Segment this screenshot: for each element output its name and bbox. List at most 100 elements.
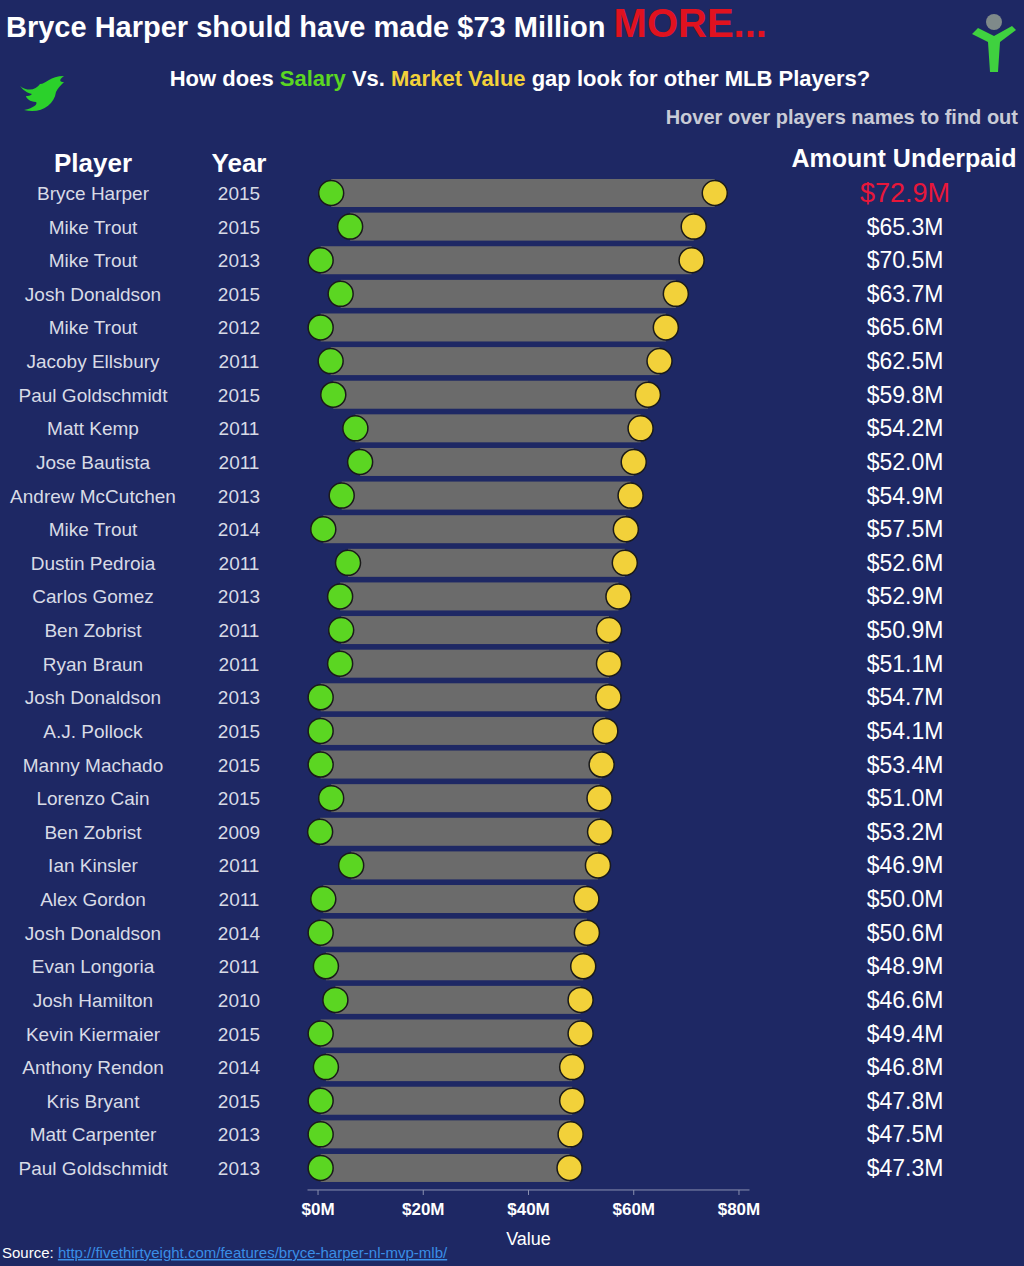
- gap-bar: [321, 1020, 581, 1048]
- underpaid-label: $46.6M: [867, 987, 944, 1013]
- year: 2015: [218, 284, 260, 305]
- player-name: Paul Goldschmidt: [19, 385, 169, 406]
- x-tick-label: $40M: [507, 1200, 550, 1219]
- twitter-bird: [20, 76, 64, 111]
- salary-dot: [343, 416, 368, 441]
- market-value-dot: [585, 853, 610, 878]
- gap-bar: [321, 751, 602, 779]
- x-tick-label: $60M: [612, 1200, 655, 1219]
- market-value-dot: [557, 1155, 582, 1180]
- year: 2011: [219, 620, 260, 641]
- year: 2014: [218, 519, 261, 540]
- underpaid-label: $48.9M: [867, 953, 944, 979]
- year: 2011: [219, 889, 260, 910]
- underpaid-label: $46.8M: [867, 1054, 944, 1080]
- year: 2011: [219, 956, 260, 977]
- player-name: Bryce Harper: [37, 183, 150, 204]
- year: 2010: [218, 990, 260, 1011]
- underpaid-label: $53.4M: [867, 752, 944, 778]
- market-value-dot: [647, 349, 672, 374]
- salary-dot: [308, 248, 333, 273]
- salary-dot: [308, 718, 333, 743]
- player-name: Carlos Gomez: [32, 586, 153, 607]
- player-name: Kevin Kiermaier: [26, 1024, 161, 1045]
- player-name: Mike Trout: [49, 317, 138, 338]
- salary-dot: [308, 315, 333, 340]
- x-tick: [633, 1190, 634, 1195]
- x-tick: [318, 1190, 319, 1195]
- source-link[interactable]: http://fivethirtyeight.com/features/bryc…: [58, 1244, 448, 1261]
- chart: Bryce Harper should have made $73 Millio…: [0, 0, 1024, 1266]
- year: 2015: [218, 1024, 260, 1045]
- column-header: Year: [212, 148, 267, 178]
- salary-dot: [308, 1122, 333, 1147]
- year: 2011: [219, 855, 260, 876]
- market-value-dot: [663, 281, 688, 306]
- salary-dot: [328, 584, 353, 609]
- underpaid-label: $62.5M: [867, 348, 944, 374]
- market-value-dot: [596, 685, 621, 710]
- player-name: Mike Trout: [49, 519, 138, 540]
- salary-dot: [308, 1088, 333, 1113]
- market-value-dot: [560, 1088, 585, 1113]
- player-name: Ian Kinsler: [48, 855, 138, 876]
- gap-bar: [331, 179, 715, 207]
- underpaid-label: $52.9M: [867, 583, 944, 609]
- source: Source: http://fivethirtyeight.com/featu…: [2, 1244, 448, 1261]
- player-name: A.J. Pollock: [43, 721, 143, 742]
- underpaid-label: $47.3M: [867, 1155, 944, 1181]
- market-value-dot: [568, 987, 593, 1012]
- market-value-dot: [589, 752, 614, 777]
- gap-bar: [340, 582, 618, 610]
- salary-dot: [313, 954, 338, 979]
- player-name: Andrew McCutchen: [10, 486, 176, 507]
- underpaid-label: $57.5M: [867, 516, 944, 542]
- underpaid-label: $49.4M: [867, 1021, 944, 1047]
- gap-bar: [321, 246, 692, 274]
- player-name: Josh Donaldson: [25, 687, 161, 708]
- underpaid-label: $50.9M: [867, 617, 944, 643]
- market-value-dot: [588, 819, 613, 844]
- player-name: Jacoby Ellsbury: [26, 351, 160, 372]
- year: 2011: [219, 418, 260, 439]
- underpaid-label: $65.3M: [867, 214, 944, 240]
- title-emphasis: MORE...: [614, 1, 767, 45]
- underpaid-label: $51.0M: [867, 785, 944, 811]
- market-value-dot: [618, 483, 643, 508]
- x-tick: [528, 1190, 529, 1195]
- underpaid-label: $53.2M: [867, 819, 944, 845]
- player-name: Manny Machado: [23, 755, 163, 776]
- subtitle-part: Market Value: [391, 66, 526, 91]
- x-tick-label: $0M: [301, 1200, 334, 1219]
- year: 2011: [219, 654, 260, 675]
- market-value-dot: [574, 920, 599, 945]
- dots: [308, 181, 728, 1181]
- x-tick-label: $20M: [402, 1200, 445, 1219]
- year: 2014: [218, 1057, 261, 1078]
- underpaid-label: $46.9M: [867, 852, 944, 878]
- underpaid-label: $47.5M: [867, 1121, 944, 1147]
- year: 2011: [219, 351, 260, 372]
- market-value-dot: [628, 416, 653, 441]
- market-value-dot: [606, 584, 631, 609]
- salary-dot: [328, 651, 353, 676]
- gap-bar: [326, 952, 583, 980]
- gap-bar: [321, 1154, 570, 1182]
- gap-bar: [340, 650, 609, 678]
- gap-bar: [333, 381, 648, 409]
- column-header: Amount Underpaid: [792, 144, 1017, 172]
- player-name: Paul Goldschmidt: [19, 1158, 169, 1179]
- logo-body: [972, 26, 1016, 72]
- gap-bar: [321, 313, 666, 341]
- player-name: Josh Hamilton: [33, 990, 153, 1011]
- salary-dot: [338, 214, 363, 239]
- underpaid-label: $50.0M: [867, 886, 944, 912]
- market-value-dot: [568, 1021, 593, 1046]
- year: 2015: [218, 755, 260, 776]
- gap-bar: [321, 683, 609, 711]
- gap-bar: [321, 919, 587, 947]
- underpaid-label: $47.8M: [867, 1088, 944, 1114]
- salary-dot: [339, 853, 364, 878]
- gap-bar: [320, 818, 600, 846]
- year: 2013: [218, 586, 260, 607]
